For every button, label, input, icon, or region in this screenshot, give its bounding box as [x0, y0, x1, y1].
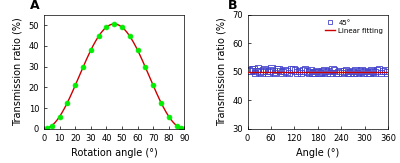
Point	[292, 69, 298, 72]
Point	[314, 70, 320, 72]
Point	[296, 70, 302, 72]
Point	[368, 69, 374, 72]
Y-axis label: Transmission ratio (%): Transmission ratio (%)	[13, 17, 23, 126]
Point	[258, 71, 265, 74]
Point	[306, 71, 312, 74]
Point	[290, 67, 296, 70]
Point	[360, 71, 367, 74]
Point	[286, 72, 292, 74]
Point	[274, 68, 280, 71]
Point	[325, 70, 332, 72]
Point	[272, 72, 278, 74]
Point	[335, 71, 341, 74]
Point	[270, 70, 276, 73]
Point	[267, 69, 273, 72]
Point	[382, 69, 388, 72]
Point	[246, 69, 252, 72]
Point	[300, 69, 306, 72]
Point	[366, 71, 372, 74]
Point	[343, 69, 349, 72]
Point	[374, 69, 380, 72]
Point	[345, 71, 351, 74]
Point	[308, 69, 314, 72]
Point	[380, 70, 386, 72]
Point	[250, 68, 257, 71]
Text: A: A	[30, 0, 40, 12]
Point	[302, 67, 308, 70]
Point	[317, 72, 324, 74]
Point	[337, 70, 343, 72]
Point	[282, 69, 288, 72]
Point	[370, 70, 376, 73]
Point	[346, 72, 353, 74]
Point	[253, 70, 260, 72]
Point	[356, 70, 363, 73]
Point	[262, 67, 268, 70]
Point	[276, 67, 282, 70]
Point	[376, 67, 382, 70]
Point	[249, 67, 255, 70]
Text: B: B	[228, 0, 238, 12]
Point	[256, 70, 263, 73]
Point	[312, 71, 318, 74]
Point	[310, 72, 316, 74]
Point	[341, 70, 347, 73]
Point	[358, 69, 365, 72]
Point	[350, 71, 357, 74]
Point	[280, 71, 286, 74]
Point	[339, 72, 345, 74]
Point	[288, 68, 294, 71]
Point	[315, 71, 322, 74]
Point	[331, 69, 337, 72]
Point	[283, 70, 290, 73]
Point	[323, 71, 330, 74]
Y-axis label: Transmission ratio (%): Transmission ratio (%)	[216, 17, 226, 126]
Point	[298, 72, 304, 74]
Point	[321, 69, 328, 72]
Point	[333, 72, 339, 74]
Point	[268, 67, 274, 70]
Point	[329, 68, 336, 71]
Point	[294, 71, 300, 74]
Point	[265, 71, 272, 74]
Point	[260, 69, 266, 72]
Point	[352, 69, 359, 72]
Point	[319, 70, 326, 73]
Point	[252, 72, 258, 74]
Point	[364, 72, 370, 74]
Point	[354, 72, 361, 74]
X-axis label: Angle (°): Angle (°)	[296, 148, 340, 158]
Point	[372, 71, 378, 74]
Point	[278, 70, 284, 72]
Point	[255, 67, 261, 70]
Legend: 45°, Linear fitting: 45°, Linear fitting	[324, 18, 384, 35]
Point	[327, 72, 334, 74]
Point	[348, 70, 355, 72]
Point	[378, 72, 384, 74]
Point	[362, 70, 368, 72]
Point	[263, 70, 270, 72]
Point	[384, 71, 390, 74]
Point	[247, 70, 254, 72]
Point	[304, 70, 310, 73]
X-axis label: Rotation angle (°): Rotation angle (°)	[71, 148, 158, 158]
